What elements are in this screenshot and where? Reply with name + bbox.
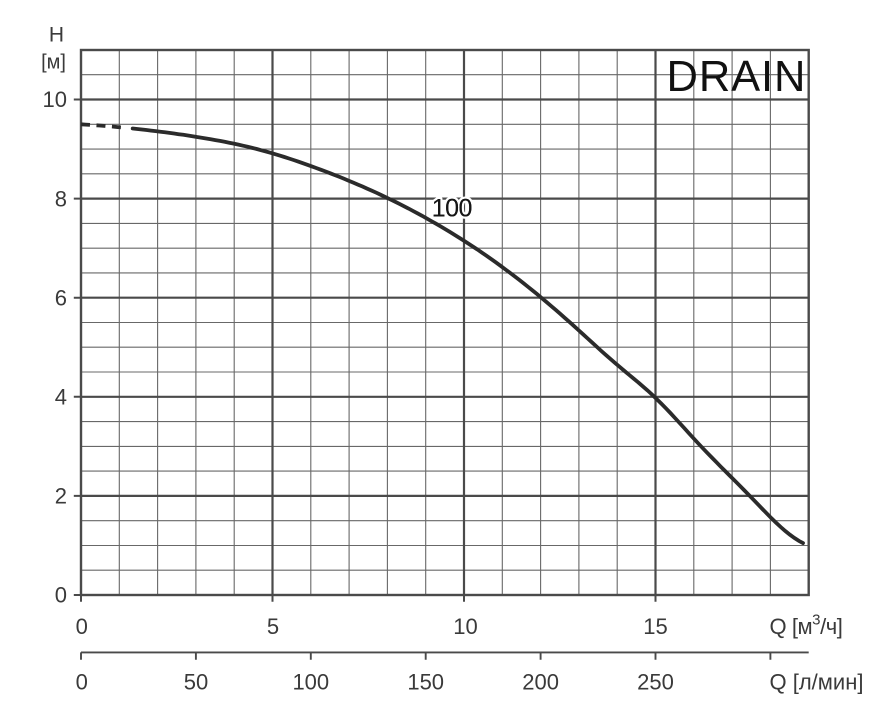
svg-text:0: 0	[76, 670, 88, 695]
svg-text:DRAIN: DRAIN	[667, 53, 807, 101]
svg-text:10: 10	[43, 87, 67, 112]
svg-text:H: H	[49, 24, 64, 47]
svg-text:200: 200	[522, 670, 559, 695]
svg-text:50: 50	[184, 670, 208, 695]
svg-text:0: 0	[55, 583, 67, 608]
svg-text:Q [м3/ч]: Q [м3/ч]	[770, 612, 843, 640]
svg-text:100: 100	[432, 195, 472, 223]
svg-text:6: 6	[55, 285, 67, 310]
svg-text:250: 250	[637, 670, 674, 695]
svg-text:150: 150	[407, 670, 444, 695]
svg-text:2: 2	[55, 484, 67, 509]
svg-text:Q [л/мин]: Q [л/мин]	[770, 670, 864, 695]
svg-text:8: 8	[55, 186, 67, 211]
svg-text:10: 10	[453, 614, 477, 639]
svg-text:15: 15	[643, 614, 667, 639]
svg-text:[м]: [м]	[41, 52, 66, 74]
svg-text:100: 100	[432, 195, 472, 223]
svg-text:100: 100	[292, 670, 329, 695]
svg-text:5: 5	[267, 614, 279, 639]
svg-text:0: 0	[76, 614, 88, 639]
svg-text:4: 4	[55, 385, 67, 410]
